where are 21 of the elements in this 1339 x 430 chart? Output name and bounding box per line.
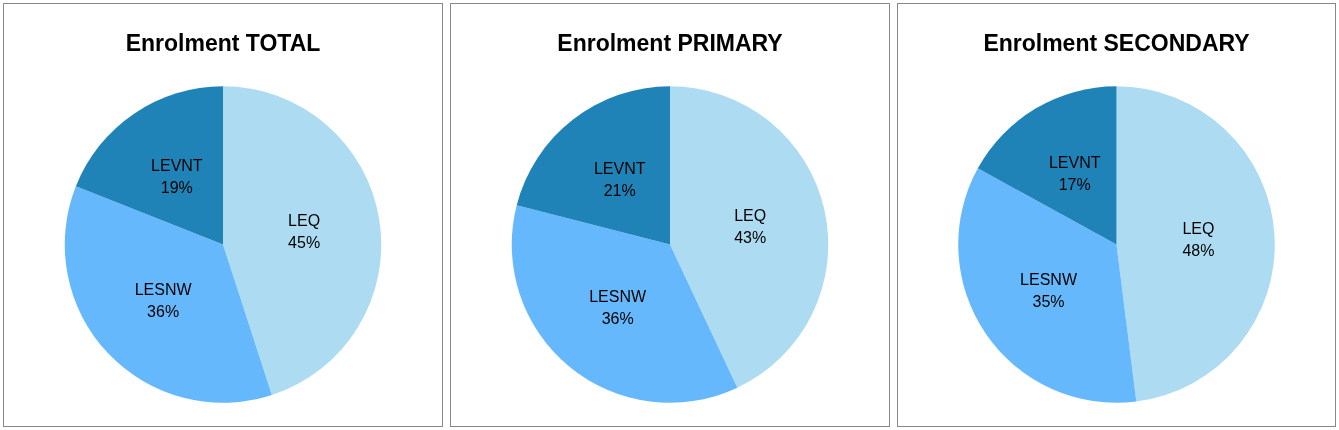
data-label: 36% — [601, 310, 634, 328]
slice-label: LEQ — [1182, 219, 1215, 237]
chart-title: Enrolment TOTAL — [125, 29, 321, 56]
data-label: 36% — [147, 303, 180, 321]
slice-label: LESNW — [134, 281, 193, 299]
data-label: 21% — [603, 182, 636, 200]
data-label: 17% — [1058, 176, 1091, 194]
chart-title: Enrolment PRIMARY — [557, 29, 783, 56]
slice-label: LEVNT — [151, 157, 203, 175]
slice-label: LESNW — [1020, 271, 1078, 289]
data-label: 43% — [734, 229, 767, 247]
data-label: 19% — [160, 179, 193, 197]
slice-label: LEVNT — [593, 160, 646, 178]
data-label: 45% — [288, 234, 321, 252]
slice-label: LEQ — [288, 212, 321, 230]
data-label: 48% — [1182, 241, 1215, 259]
slice-label: LEVNT — [1048, 154, 1101, 172]
chart-title: Enrolment SECONDARY — [983, 29, 1250, 56]
slice-label: LEQ — [734, 207, 767, 225]
slice-label: LESNW — [589, 288, 647, 306]
data-label: 35% — [1032, 293, 1065, 311]
